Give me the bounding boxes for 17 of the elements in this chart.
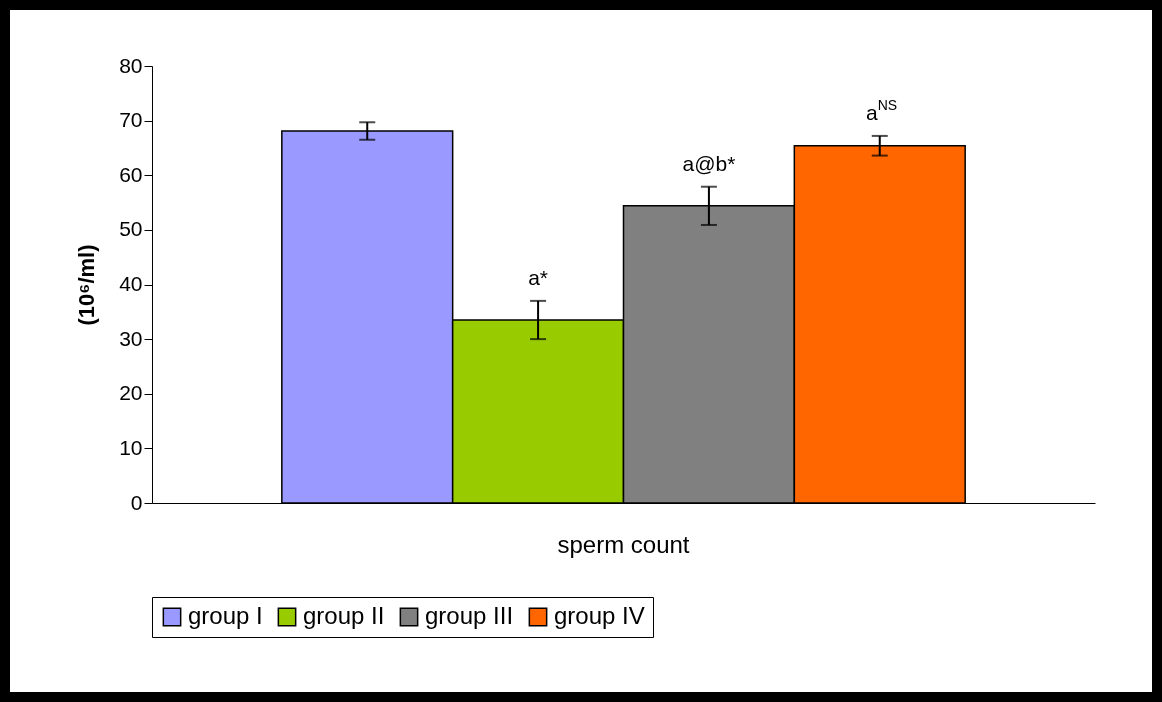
y-tick-label: 80 (119, 53, 143, 77)
y-tick-label: 20 (119, 381, 143, 405)
y-tick-label: 10 (119, 435, 143, 459)
x-tick-label: sperm count (557, 530, 690, 558)
legend-label: group II (303, 602, 385, 629)
data-label: a* (528, 265, 549, 289)
legend-label: group I (188, 602, 263, 629)
y-tick-label: 40 (119, 272, 143, 295)
data-label: a@b* (682, 151, 736, 175)
y-tick-label: 0 (130, 490, 143, 514)
y-tick-label: 30 (119, 326, 143, 350)
y-tick-label: 50 (119, 217, 143, 241)
legend-label: group III (425, 602, 514, 629)
y-tick-label: 70 (119, 108, 143, 132)
y-axis-title: (10⁶/ml) (74, 244, 100, 326)
legend-label: group IV (554, 602, 645, 629)
y-tick-label: 60 (119, 162, 143, 186)
